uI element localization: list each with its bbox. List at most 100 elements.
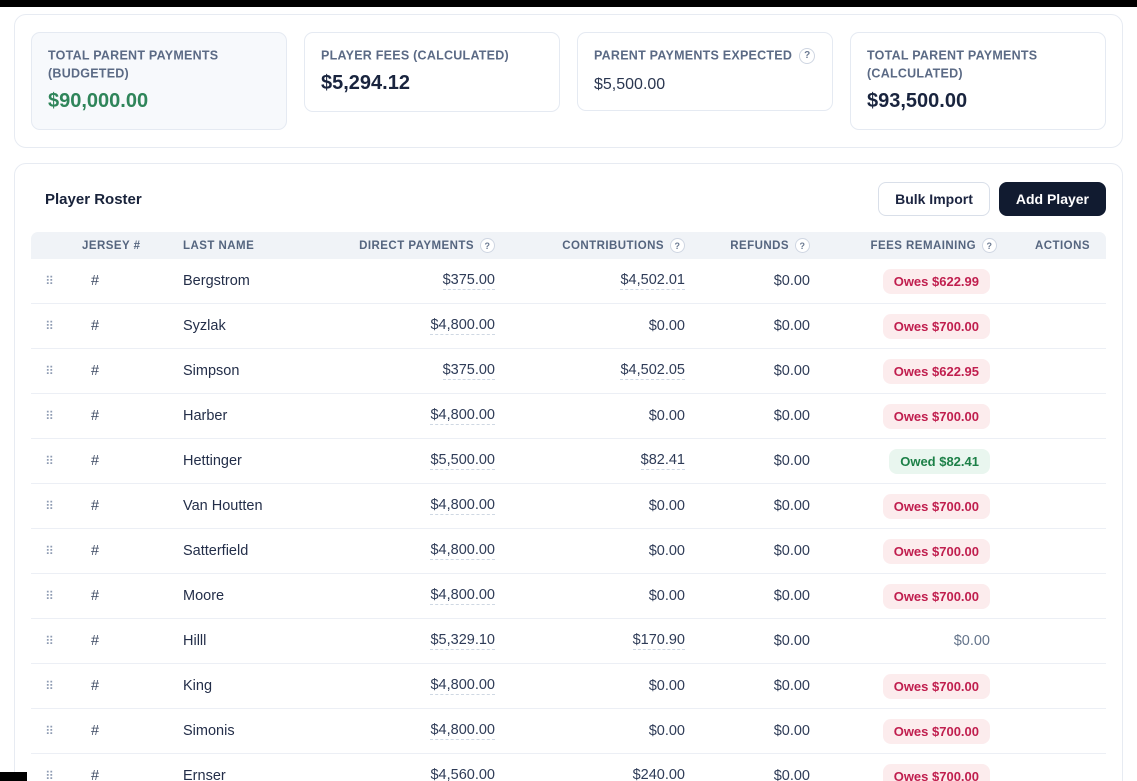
table-row: ⠿ # Van Houtten $4,800.00 $0.00 $0.00 Ow…	[31, 484, 1106, 529]
column-refunds: REFUNDS?	[691, 238, 816, 253]
contributions-cell: $4,502.05	[501, 362, 691, 380]
direct-payments-value[interactable]: $4,800.00	[430, 407, 495, 425]
contributions-value: $0.00	[648, 723, 685, 739]
direct-payments-value[interactable]: $375.00	[442, 272, 495, 290]
stat-card-player-fees-calculated: PLAYER FEES (CALCULATED) $5,294.12	[304, 32, 560, 112]
drag-handle-icon[interactable]: ⠿	[45, 769, 54, 781]
last-name-cell: Ernser	[183, 768, 226, 781]
jersey-number-field[interactable]: #	[91, 408, 100, 424]
drag-handle-icon[interactable]: ⠿	[45, 454, 54, 468]
column-label: REFUNDS	[730, 239, 789, 252]
fees-remaining-cell: Owes $700.00	[816, 538, 1006, 564]
jersey-number-field[interactable]: #	[91, 633, 100, 649]
direct-payments-cell: $4,800.00	[331, 587, 501, 605]
drag-handle-icon[interactable]: ⠿	[45, 319, 54, 333]
last-name-cell: King	[183, 678, 213, 694]
jersey-number-field[interactable]: #	[91, 543, 100, 559]
direct-payments-cell: $4,800.00	[331, 317, 501, 335]
status-badge: Owes $700.00	[882, 763, 990, 781]
fees-remaining-cell: Owed $82.41	[816, 448, 1006, 474]
last-name-cell: Harber	[183, 408, 228, 424]
direct-payments-value[interactable]: $4,800.00	[430, 317, 495, 335]
column-actions: ACTIONS	[1035, 239, 1090, 252]
direct-payments-value[interactable]: $4,560.00	[430, 767, 495, 781]
contributions-value: $0.00	[648, 588, 685, 604]
last-name-cell: Moore	[183, 588, 225, 604]
jersey-number-field[interactable]: #	[91, 498, 100, 514]
direct-payments-value[interactable]: $4,800.00	[430, 542, 495, 560]
jersey-number-field[interactable]: #	[91, 678, 100, 694]
drag-handle-icon[interactable]: ⠿	[45, 634, 54, 648]
direct-payments-cell: $4,800.00	[331, 497, 501, 515]
stat-card-total-parent-payments-calculated: TOTAL PARENT PAYMENTS (CALCULATED) $93,5…	[850, 32, 1106, 130]
jersey-number-field[interactable]: #	[91, 453, 100, 469]
stat-value: $5,500.00	[594, 76, 666, 93]
contributions-cell: $0.00	[501, 723, 691, 739]
fees-remaining-cell: Owes $622.99	[816, 268, 1006, 294]
table-header-row: JERSEY # LAST NAME DIRECT PAYMENTS? CONT…	[31, 232, 1106, 259]
direct-payments-value[interactable]: $5,329.10	[430, 632, 495, 650]
contributions-value: $0.00	[648, 498, 685, 514]
drag-handle-icon[interactable]: ⠿	[45, 364, 54, 378]
help-icon[interactable]: ?	[982, 238, 997, 253]
contributions-value[interactable]: $240.00	[633, 767, 685, 781]
fees-remaining-cell: Owes $700.00	[816, 493, 1006, 519]
contributions-cell: $170.90	[501, 632, 691, 650]
jersey-number-field[interactable]: #	[91, 768, 100, 781]
add-player-button[interactable]: Add Player	[998, 182, 1106, 216]
table-row: ⠿ # Bergstrom $375.00 $4,502.01 $0.00 Ow…	[31, 259, 1106, 304]
last-name-cell: Hettinger	[183, 453, 242, 469]
contributions-value[interactable]: $4,502.05	[620, 362, 685, 380]
jersey-number-field[interactable]: #	[91, 588, 100, 604]
refunds-cell: $0.00	[773, 723, 810, 739]
direct-payments-value[interactable]: $4,800.00	[430, 497, 495, 515]
refunds-cell: $0.00	[773, 318, 810, 334]
bulk-import-button[interactable]: Bulk Import	[878, 182, 990, 216]
stat-label: TOTAL PARENT PAYMENTS (BUDGETED)	[48, 48, 219, 81]
drag-handle-icon[interactable]: ⠿	[45, 589, 54, 603]
direct-payments-value[interactable]: $4,800.00	[430, 722, 495, 740]
drag-handle-icon[interactable]: ⠿	[45, 274, 54, 288]
direct-payments-cell: $5,500.00	[331, 452, 501, 470]
help-icon[interactable]: ?	[795, 238, 810, 253]
jersey-number-field[interactable]: #	[91, 318, 100, 334]
help-icon[interactable]: ?	[670, 238, 685, 253]
jersey-number-field[interactable]: #	[91, 723, 100, 739]
drag-handle-icon[interactable]: ⠿	[45, 544, 54, 558]
column-jersey: JERSEY #	[82, 239, 141, 252]
drag-handle-icon[interactable]: ⠿	[45, 499, 54, 513]
contributions-value[interactable]: $170.90	[632, 632, 685, 650]
table-row: ⠿ # Moore $4,800.00 $0.00 $0.00 Owes $70…	[31, 574, 1106, 619]
status-badge: $0.00	[953, 633, 990, 649]
direct-payments-cell: $4,800.00	[331, 542, 501, 560]
fees-remaining-cell: $0.00	[816, 633, 1006, 649]
help-icon[interactable]: ?	[480, 238, 495, 253]
contributions-value[interactable]: $82.41	[640, 452, 685, 470]
last-name-cell: Simonis	[183, 723, 235, 739]
jersey-number-field[interactable]: #	[91, 363, 100, 379]
drag-handle-icon[interactable]: ⠿	[45, 724, 54, 738]
status-badge: Owed $82.41	[889, 448, 990, 474]
fees-remaining-cell: Owes $700.00	[816, 673, 1006, 699]
drag-handle-icon[interactable]: ⠿	[45, 679, 54, 693]
jersey-number-field[interactable]: #	[91, 273, 100, 289]
drag-handle-icon[interactable]: ⠿	[45, 409, 54, 423]
contributions-value: $0.00	[648, 678, 685, 694]
direct-payments-value[interactable]: $375.00	[442, 362, 495, 380]
stat-label: PLAYER FEES (CALCULATED)	[321, 48, 509, 63]
contributions-cell: $82.41	[501, 452, 691, 470]
contributions-cell: $0.00	[501, 318, 691, 334]
status-badge: Owes $700.00	[882, 538, 990, 564]
direct-payments-value[interactable]: $4,800.00	[430, 587, 495, 605]
direct-payments-value[interactable]: $4,800.00	[430, 677, 495, 695]
help-icon[interactable]: ?	[799, 47, 816, 64]
table-row: ⠿ # Hilll $5,329.10 $170.90 $0.00 $0.00	[31, 619, 1106, 664]
refunds-cell: $0.00	[773, 768, 810, 781]
direct-payments-cell: $4,800.00	[331, 722, 501, 740]
contributions-value[interactable]: $4,502.01	[620, 272, 685, 290]
contributions-cell: $240.00	[501, 767, 691, 781]
direct-payments-value[interactable]: $5,500.00	[430, 452, 495, 470]
column-fees-remaining: FEES REMAINING?	[816, 238, 1006, 253]
stat-value: $90,000.00	[48, 90, 149, 112]
contributions-cell: $4,502.01	[501, 272, 691, 290]
